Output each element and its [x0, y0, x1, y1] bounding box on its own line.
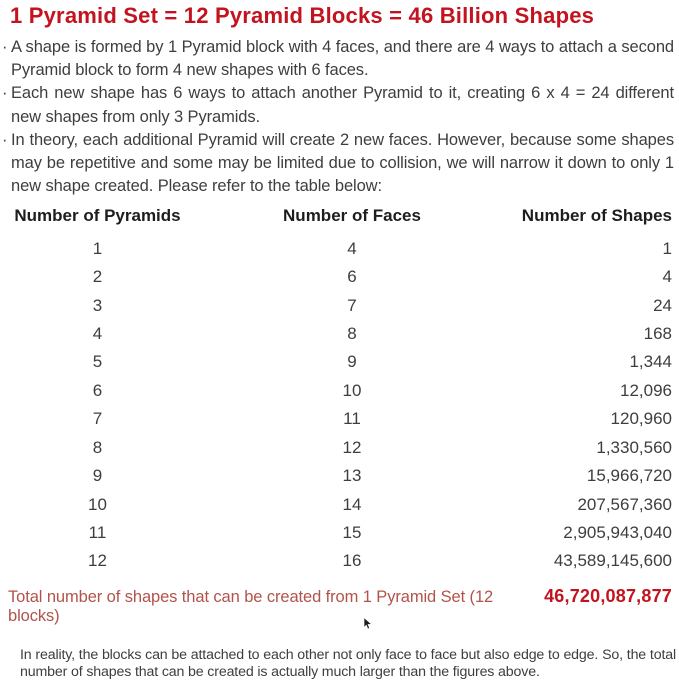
table-header-row: Number of Pyramids Number of Faces Numbe… [10, 207, 672, 225]
bullet-text: Each new shape has 6 ways to attach anot… [11, 84, 674, 126]
bullet-marker: · [2, 38, 8, 56]
faces-cell: 7 [347, 295, 357, 315]
table-row: 2 6 4 [10, 263, 672, 291]
faces-cell: 15 [342, 523, 362, 543]
bullet-text: In theory, each additional Pyramid will … [11, 130, 674, 196]
bullet-text: A shape is formed by 1 Pyramid block wit… [11, 38, 674, 80]
pyramids-cell: 2 [92, 267, 103, 287]
column-header-shapes: Number of Shapes [521, 206, 672, 226]
shapes-cell: 24 [653, 295, 672, 315]
faces-cell: 6 [347, 267, 357, 287]
total-value: 46,720,087,877 [544, 585, 672, 606]
faces-cell: 13 [342, 466, 362, 486]
table-row: 4 8 168 [10, 320, 672, 348]
pyramids-cell: 8 [92, 437, 103, 457]
shapes-cell: 4 [662, 267, 672, 287]
table-row: 3 7 24 [10, 291, 672, 319]
table-row: 11 15 2,905,943,040 [10, 519, 672, 547]
table-row: 5 9 1,344 [10, 348, 672, 376]
bullet-marker: · [2, 130, 8, 149]
table-row: 12 16 43,589,145,600 [10, 547, 672, 575]
total-row: Total number of shapes that can be creat… [8, 586, 672, 626]
document-page: 1 Pyramid Set = 12 Pyramid Blocks = 46 B… [2, 3, 676, 680]
table-row: 1 4 1 [10, 234, 672, 262]
pyramids-cell: 1 [92, 238, 103, 258]
pyramids-cell: 4 [92, 323, 103, 343]
faces-cell: 14 [342, 494, 362, 514]
shapes-table: Number of Pyramids Number of Faces Numbe… [10, 207, 672, 575]
faces-cell: 11 [343, 409, 361, 429]
table-row: 9 13 15,966,720 [10, 462, 672, 490]
table-row: 10 14 207,567,360 [10, 490, 672, 518]
page-title: 1 Pyramid Set = 12 Pyramid Blocks = 46 B… [10, 3, 595, 28]
table-body: 1 4 1 2 6 4 3 7 24 4 8 168 5 9 1,344 6 10 12,096 7 11 120,96… [10, 234, 672, 575]
shapes-cell: 2,905,943,040 [563, 523, 672, 543]
shapes-cell: 120,960 [610, 409, 672, 429]
faces-cell: 16 [342, 551, 362, 571]
bullet-item: · Each new shape has 6 ways to attach ano… [2, 82, 674, 128]
table-row: 8 12 1,330,560 [10, 433, 672, 461]
bullet-marker: · [2, 84, 8, 103]
pyramids-cell: 9 [92, 466, 103, 486]
bullet-list: · A shape is formed by 1 Pyramid block wi… [2, 36, 674, 198]
footnote: In reality, the blocks can be attached t… [20, 646, 676, 681]
faces-cell: 12 [342, 437, 362, 457]
bullet-item: · In theory, each additional Pyramid will… [2, 129, 674, 199]
pyramids-cell: 6 [92, 380, 103, 400]
table-row: 7 11 120,960 [10, 405, 672, 433]
pyramids-cell: 11 [88, 523, 107, 543]
pyramids-cell: 10 [88, 494, 107, 514]
pyramids-cell: 3 [92, 295, 103, 315]
faces-cell: 10 [342, 380, 362, 400]
shapes-cell: 1 [662, 238, 672, 258]
shapes-cell: 1,330,560 [596, 437, 672, 457]
table-row: 6 10 12,096 [10, 377, 672, 405]
faces-cell: 9 [347, 352, 357, 372]
total-label: Total number of shapes that can be creat… [8, 587, 494, 625]
column-header-faces: Number of Faces [283, 206, 421, 226]
pyramids-cell: 5 [92, 352, 103, 372]
shapes-cell: 15,966,720 [586, 466, 672, 486]
shapes-cell: 168 [643, 323, 672, 343]
pyramids-cell: 12 [88, 551, 107, 571]
shapes-cell: 12,096 [620, 380, 672, 400]
shapes-cell: 43,589,145,600 [553, 551, 672, 571]
faces-cell: 8 [347, 323, 357, 343]
shapes-cell: 207,567,360 [577, 494, 672, 514]
column-header-pyramids: Number of Pyramids [14, 206, 181, 226]
shapes-cell: 1,344 [629, 352, 672, 372]
bullet-item: · A shape is formed by 1 Pyramid block wi… [2, 36, 674, 82]
pyramids-cell: 7 [92, 409, 103, 429]
faces-cell: 4 [347, 238, 357, 258]
